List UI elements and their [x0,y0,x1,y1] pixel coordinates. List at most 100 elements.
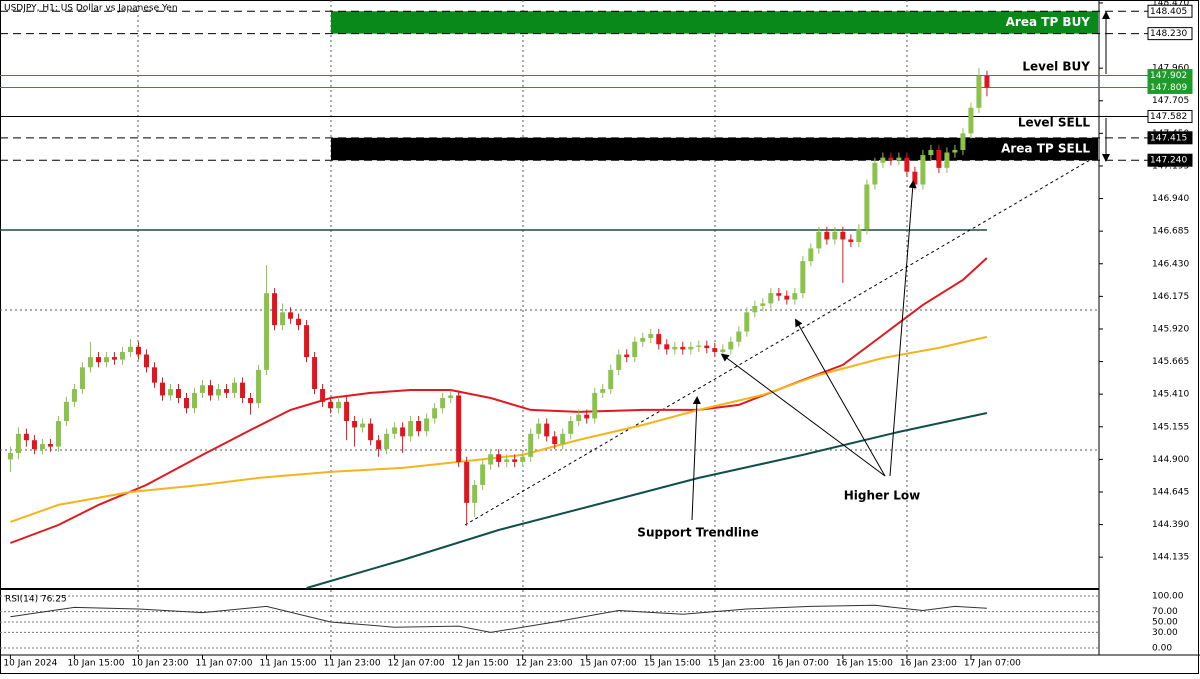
candle-body [464,461,470,503]
candle-body [480,464,486,485]
candle-body [576,414,582,422]
y-tick-label: 145.665 [1152,357,1189,367]
candle-body [440,398,446,409]
candle-body [760,303,766,306]
candle-body [640,337,646,342]
x-tick-label: 16 Jan 23:00 [900,659,957,669]
candle-body [344,401,350,422]
x-tick-label: 15 Jan 23:00 [708,659,765,669]
rsi-tick-label: 50.00 [1152,617,1178,627]
candle-body [368,423,374,441]
candle-body [688,346,694,350]
candle-body [504,459,510,462]
candle-body [632,341,638,358]
candle-body [272,293,278,326]
candle-body [520,456,526,462]
candle-body [816,231,822,249]
zone-label: Area TP SELL [1001,142,1090,156]
candle-body [648,334,654,338]
candle-body [95,357,101,363]
candle-body [304,325,310,358]
candle-body [960,133,966,150]
x-tick-label: 17 Jan 07:00 [964,659,1021,669]
candle-body [184,398,190,409]
rsi-tick-label: 100.00 [1152,591,1184,601]
annotation: Level SELL [1018,116,1091,130]
candle-body [744,312,750,332]
candle-body [416,421,422,432]
x-tick-label: 16 Jan 07:00 [772,659,829,669]
candle-body [312,357,318,390]
price-tag [1147,109,1193,123]
candle-body [224,389,230,393]
candle-body [472,484,478,503]
candle-body [360,423,366,428]
candle-body [592,392,598,419]
candle-body [768,293,774,304]
candle-body [896,157,902,161]
candle-body [544,423,550,437]
x-tick-label: 16 Jan 15:00 [836,659,893,669]
candle-body [944,152,950,168]
candle-body [704,345,710,349]
rsi-tick-label: 30.00 [1152,628,1178,638]
x-tick-label: 10 Jan 15:00 [67,659,124,669]
candle-body [143,354,149,368]
candle-body [31,440,37,450]
candle-body [928,149,934,156]
x-tick-label: 15 Jan 07:00 [580,659,637,669]
candle-body [824,231,830,240]
candle-body [712,348,718,352]
price-tag [1147,4,1193,18]
candle-body [880,157,886,163]
candle-body [984,75,990,88]
candle-body [288,312,294,319]
candle-body [552,436,558,445]
moving-average [10,257,988,544]
candle-body [864,184,870,230]
candle-body [624,354,630,358]
candle-body [208,385,214,396]
y-tick-label: 147.705 [1152,96,1189,106]
candle-body [568,421,574,434]
x-tick-label: 12 Jan 15:00 [452,659,509,669]
candle-body [968,107,974,134]
candle-body [192,392,198,409]
candle-body [696,345,702,347]
candle-body [7,452,13,460]
candle-body [664,344,670,350]
price-tag-label: 147.415 [1150,133,1187,143]
y-tick-label: 146.430 [1152,259,1189,269]
chart-title: USDJPY, H1: US Dollar vs Japanese Yen [4,4,178,14]
candle-body [328,401,334,409]
candle-body [536,423,542,434]
y-tick-label: 144.390 [1152,520,1189,530]
candle-body [720,349,726,352]
candle-body [384,433,390,450]
zone [331,11,1098,34]
price-tag-label: 147.240 [1150,156,1187,166]
zone [331,137,1098,161]
candle-body [39,444,45,450]
candle-body [119,351,125,360]
candle-body [216,389,222,396]
candle-body [952,149,958,153]
candle-body [832,231,838,240]
candle-body [352,421,358,428]
candle-body [320,389,326,402]
x-tick-label: 11 Jan 15:00 [260,659,317,669]
x-tick-label: 10 Jan 23:00 [131,659,188,669]
x-tick-label: 12 Jan 07:00 [388,659,445,669]
candle-body [904,157,910,172]
x-tick-label: 12 Jan 23:00 [516,659,573,669]
candle-body [151,367,157,383]
candle-body [512,459,518,462]
price-tag-label: 148.230 [1150,29,1187,39]
candle-body [264,293,270,370]
x-tick-label: 11 Jan 23:00 [324,659,381,669]
y-tick-label: 145.410 [1152,390,1189,400]
rsi-title: RSI(14) 76.25 [5,595,67,605]
annotation: Higher Low [844,489,921,503]
